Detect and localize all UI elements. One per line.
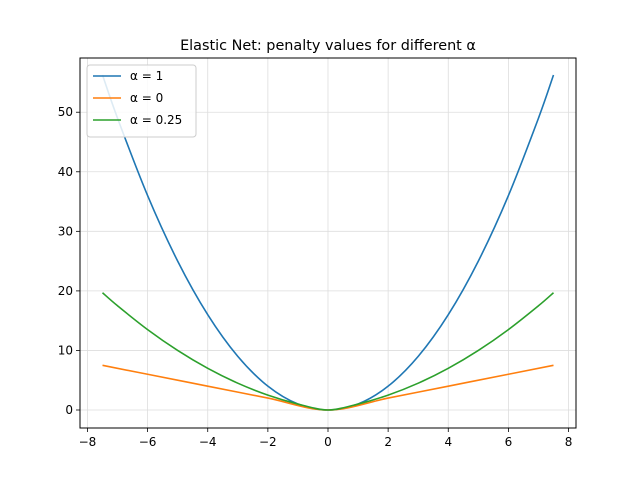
x-tick-label: 2 — [384, 435, 392, 449]
legend-label: α = 0.25 — [130, 113, 182, 127]
x-tick-label: −8 — [79, 435, 97, 449]
legend: α = 1 α = 0 α = 0.25 — [86, 64, 197, 138]
x-tick-label: 0 — [324, 435, 332, 449]
plot-lines — [101, 74, 555, 411]
legend-box — [86, 64, 197, 138]
x-tick-label: −6 — [139, 435, 157, 449]
series-line-3 — [101, 292, 555, 411]
x-tick-label: −2 — [259, 435, 277, 449]
y-tick-label: 40 — [58, 165, 73, 179]
x-tick-label: −4 — [199, 435, 217, 449]
legend-label: α = 1 — [130, 69, 163, 83]
y-tick-label: 20 — [58, 284, 73, 298]
x-tick-label: 8 — [565, 435, 573, 449]
legend-label: α = 0 — [130, 91, 163, 105]
x-tick-label: 4 — [444, 435, 452, 449]
chart-title: Elastic Net: penalty values for differen… — [180, 38, 476, 54]
y-tick-label: 30 — [58, 224, 73, 238]
axis-ticks: −8 −6 −4 −2 0 2 4 6 8 0 10 20 30 40 50 — [58, 105, 573, 449]
y-tick-label: 0 — [65, 403, 73, 417]
y-tick-label: 10 — [58, 343, 73, 357]
y-tick-label: 50 — [58, 105, 73, 119]
x-tick-label: 6 — [505, 435, 513, 449]
